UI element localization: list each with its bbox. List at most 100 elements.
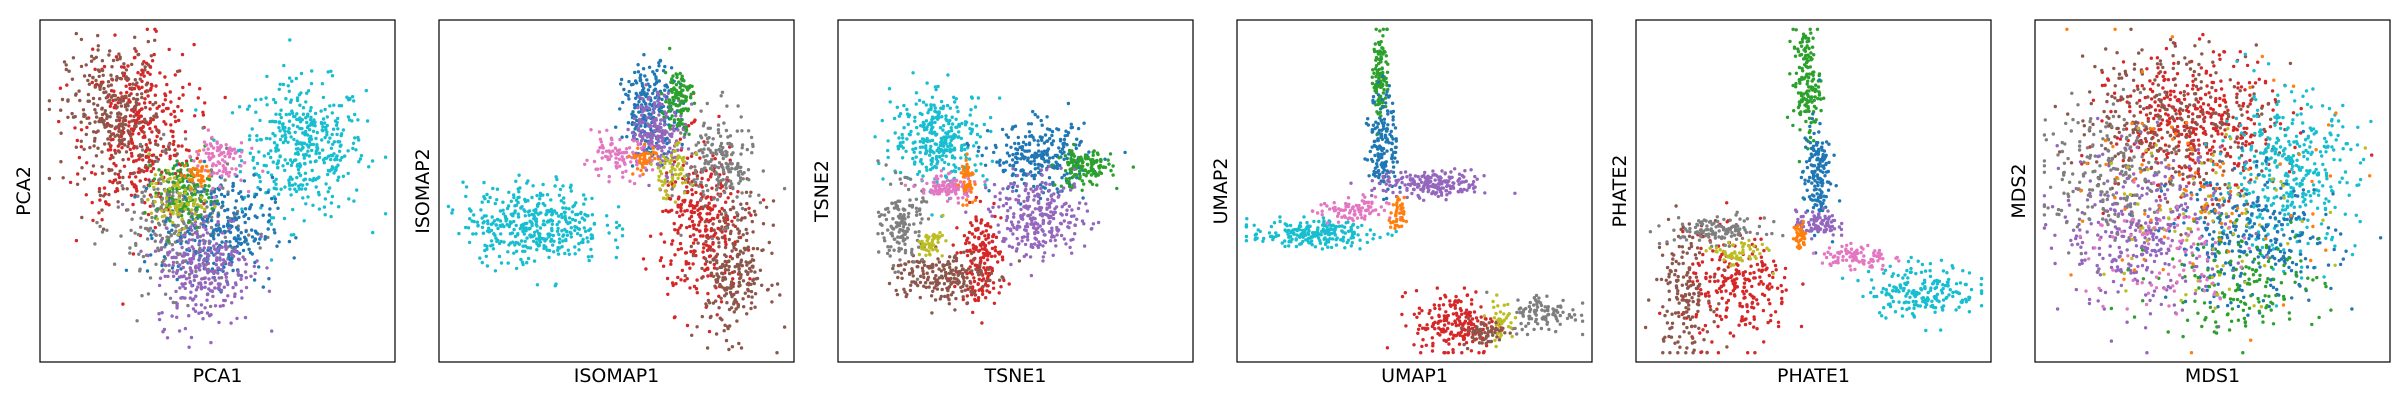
scatter-point-0-1 xyxy=(130,182,135,186)
scatter-point-1-0 xyxy=(481,231,486,235)
scatter-point-1-8 xyxy=(599,167,603,171)
scatter-point-0-4 xyxy=(248,250,253,255)
scatter-point-0-0 xyxy=(288,38,292,42)
scatter-point-1-0 xyxy=(502,212,506,216)
scatter-point-1-4 xyxy=(636,70,641,74)
scatter-point-1-0 xyxy=(537,231,541,236)
scatter-point-0-1 xyxy=(172,139,176,144)
scatter-point-0-1 xyxy=(134,184,138,189)
scatter-point-2-0 xyxy=(918,139,922,144)
scatter-point-1-2 xyxy=(745,231,749,235)
scatter-point-0-0 xyxy=(284,136,288,140)
scatter-point-1-0 xyxy=(573,252,577,256)
scatter-point-0-3 xyxy=(159,205,163,209)
scatter-point-1-3 xyxy=(694,180,698,185)
scatter-point-1-0 xyxy=(535,248,539,252)
scatter-point-0-1 xyxy=(166,106,170,111)
scatter-point-1-0 xyxy=(558,187,563,192)
scatter-point-0-3 xyxy=(120,184,124,188)
scatter-point-0-7 xyxy=(176,232,181,236)
scatter-point-0-4 xyxy=(249,203,253,207)
scatter-point-1-5 xyxy=(672,129,676,133)
scatter-point-0-7 xyxy=(171,220,175,225)
scatter-point-0-1 xyxy=(163,93,168,98)
scatter-point-0-1 xyxy=(97,187,102,191)
scatter-point-1-1 xyxy=(665,171,669,175)
scatter-point-1-9 xyxy=(642,157,646,161)
scatter-point-1-3 xyxy=(721,145,725,150)
scatter-point-0-2 xyxy=(96,33,100,38)
scatter-point-0-0 xyxy=(325,133,329,137)
scatter-point-2-2 xyxy=(1078,169,1082,173)
scatter-point-1-9 xyxy=(651,146,655,150)
scatter-point-0-2 xyxy=(79,139,84,143)
scatter-point-0-0 xyxy=(308,123,312,128)
scatter-point-0-3 xyxy=(184,259,188,263)
scatter-point-0-2 xyxy=(146,89,150,93)
scatter-point-1-2 xyxy=(744,238,749,243)
scatter-point-2-0 xyxy=(919,124,923,128)
scatter-point-1-9 xyxy=(648,156,652,160)
scatter-point-0-6 xyxy=(171,187,175,191)
scatter-point-0-6 xyxy=(193,192,197,196)
scatter-point-1-1 xyxy=(677,214,682,218)
scatter-point-2-1 xyxy=(1019,168,1024,172)
scatter-point-2-2 xyxy=(1083,154,1088,158)
scatter-point-0-4 xyxy=(209,192,213,196)
scatter-point-0-2 xyxy=(175,152,179,156)
scatter-point-1-2 xyxy=(737,280,741,285)
scatter-point-0-0 xyxy=(297,93,302,97)
scatter-point-0-0 xyxy=(251,158,255,162)
scatter-point-0-1 xyxy=(137,167,141,171)
scatter-point-0-1 xyxy=(173,73,177,77)
scatter-point-0-0 xyxy=(259,97,263,102)
scatter-point-1-3 xyxy=(730,162,734,166)
scatter-point-1-1 xyxy=(675,210,679,215)
scatter-point-1-1 xyxy=(748,277,752,281)
scatter-point-0-2 xyxy=(133,78,137,82)
scatter-point-1-3 xyxy=(704,158,708,163)
scatter-point-1-0 xyxy=(587,228,591,233)
scatter-point-0-4 xyxy=(228,240,232,244)
scatter-point-1-0 xyxy=(513,211,517,215)
scatter-point-0-2 xyxy=(93,136,97,141)
scatter-point-0-3 xyxy=(258,246,262,250)
scatter-point-1-2 xyxy=(752,277,756,281)
scatter-point-0-0 xyxy=(303,187,308,191)
scatter-point-0-0 xyxy=(321,95,326,100)
scatter-point-2-0 xyxy=(930,95,935,100)
scatter-point-0-5 xyxy=(175,268,180,273)
scatter-point-1-0 xyxy=(526,199,530,203)
scatter-point-1-1 xyxy=(713,157,717,161)
scatter-point-0-0 xyxy=(287,112,292,116)
scatter-point-0-6 xyxy=(180,161,184,166)
scatter-point-0-0 xyxy=(311,123,315,127)
scatter-point-0-4 xyxy=(170,228,174,232)
scatter-point-2-3 xyxy=(1064,242,1068,246)
scatter-point-2-1 xyxy=(1074,146,1079,151)
scatter-point-1-3 xyxy=(742,171,746,175)
scatter-point-0-2 xyxy=(126,77,131,81)
scatter-point-1-0 xyxy=(570,210,574,214)
scatter-point-0-1 xyxy=(139,107,143,111)
scatter-point-0-1 xyxy=(126,64,130,68)
scatter-point-0-0 xyxy=(256,185,260,190)
scatter-point-1-4 xyxy=(652,88,656,93)
scatter-point-0-2 xyxy=(116,115,120,119)
scatter-point-2-1 xyxy=(984,146,988,150)
scatter-point-1-0 xyxy=(475,220,480,224)
scatter-point-1-9 xyxy=(632,153,636,157)
scatter-point-1-3 xyxy=(750,151,754,155)
scatter-point-1-0 xyxy=(605,214,609,218)
scatter-point-1-1 xyxy=(672,160,677,164)
scatter-point-1-7 xyxy=(674,143,678,147)
scatter-point-1-2 xyxy=(778,293,782,297)
scatter-point-0-2 xyxy=(96,44,101,48)
scatter-point-2-1 xyxy=(1042,141,1047,145)
scatter-point-0-2 xyxy=(120,139,124,143)
scatter-point-1-0 xyxy=(464,225,468,230)
scatter-point-1-3 xyxy=(711,137,715,141)
scatter-point-0-5 xyxy=(217,320,221,325)
scatter-point-0-4 xyxy=(273,231,277,235)
scatter-point-1-9 xyxy=(627,154,631,158)
